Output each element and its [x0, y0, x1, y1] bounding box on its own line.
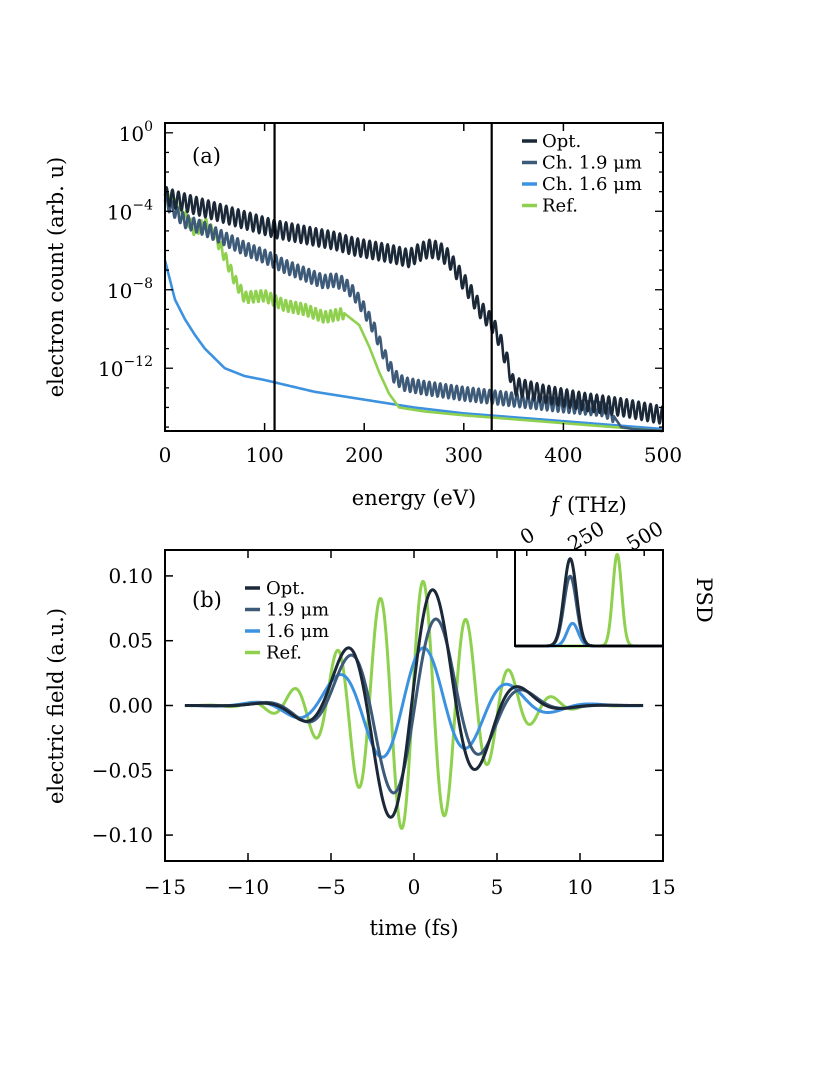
- panel-b-ytick-label-0: 0.10: [108, 564, 153, 588]
- panel-a-ytick-base-0: 10: [119, 122, 144, 146]
- inset-frame: [514, 549, 664, 647]
- panel-b-tag: (b): [192, 588, 222, 612]
- panel-a-legend-label-1: Ch. 1.9 μm: [542, 153, 642, 174]
- panel-a-xtick-label-0: 0: [159, 443, 172, 467]
- panel-b-ytick-label-2: 0.00: [108, 694, 153, 718]
- panel-a-xtick-label-1: 100: [246, 443, 284, 467]
- inset-xtick-label-0: 0: [516, 522, 539, 549]
- panel-b-legend-label-0: Opt.: [266, 578, 305, 599]
- panel-b-legend-label-3: Ref.: [266, 643, 302, 664]
- panel-a-series-1: [163, 194, 664, 433]
- panel-a-xtick-label-5: 500: [644, 443, 682, 467]
- inset-xlabel: f (THz): [549, 493, 627, 517]
- panel-a-ytick-exp-1: −4: [132, 197, 153, 213]
- panel-a-ytick-label-2: 10−8: [107, 276, 153, 303]
- inset-xlabel-unit: (THz): [567, 493, 627, 517]
- panel-a-ytick-label-0: 100: [119, 119, 153, 146]
- panel-a-series-group: [163, 185, 665, 433]
- panel-a-ytick-label-1: 10−4: [107, 197, 153, 224]
- panel-a-series-3: [163, 185, 664, 433]
- panel-b-xtick-label-4: 5: [491, 875, 504, 899]
- panel-a-xtick-label-4: 400: [544, 443, 582, 467]
- panel-a-ytick-exp-0: 0: [144, 119, 153, 135]
- panel-a-xlabel: energy (eV): [352, 486, 476, 510]
- panel-a-legend-label-2: Ch. 1.6 μm: [542, 174, 642, 195]
- panel-b-ylabel: electric field (a.u.): [44, 608, 68, 804]
- panel-a-ytick-base-1: 10: [107, 200, 132, 224]
- panel-b-xtick-label-1: −10: [227, 875, 269, 899]
- panel-b-inset: 0 250 500 f (THz) PSD: [513, 493, 716, 648]
- panel-a-ytick-exp-3: −12: [123, 354, 153, 370]
- panel-b-legend-label-2: 1.6 μm: [266, 621, 329, 642]
- panel-a-x-ticks: 0 100 200 300 400 500: [159, 123, 682, 467]
- inset-ylabel: PSD: [692, 577, 716, 622]
- panel-b-series-0: [184, 588, 644, 819]
- panel-a-tag: (a): [192, 144, 221, 168]
- panel-a-legend-label-0: Opt.: [542, 131, 581, 152]
- panel-a-ytick-base-2: 10: [107, 279, 132, 303]
- panel-b: −15 −10 −5 0 5 10 15 0.10 0.05 0.00 −0.05 −0.10 (b…: [44, 549, 676, 940]
- panel-a-frame: [164, 122, 664, 432]
- panel-a-ytick-base-3: 10: [98, 357, 123, 381]
- panel-a-series-2: [163, 260, 664, 431]
- panel-b-xtick-label-5: 10: [567, 875, 592, 899]
- panel-a-xtick-label-3: 300: [445, 443, 483, 467]
- panel-b-y-ticks: 0.10 0.05 0.00 −0.05 −0.10: [92, 564, 663, 847]
- panel-b-xtick-label-0: −15: [144, 875, 186, 899]
- panel-b-legend-label-1: 1.9 μm: [266, 600, 329, 621]
- inset-xlabel-symbol: f: [549, 493, 562, 517]
- panel-b-series-group: [184, 579, 644, 830]
- panel-b-x-ticks: −15 −10 −5 0 5 10 15: [144, 550, 676, 899]
- panel-a-xtick-label-2: 200: [345, 443, 383, 467]
- panel-b-xtick-label-2: −5: [316, 875, 345, 899]
- panel-a-ylabel: electron count (arb. u): [44, 157, 68, 398]
- panel-a-ytick-label-3: 10−12: [98, 354, 153, 381]
- panel-b-ytick-label-3: −0.05: [92, 758, 153, 782]
- panel-b-ytick-label-1: 0.05: [108, 629, 153, 653]
- inset-background: [515, 550, 663, 646]
- panel-a-ytick-exp-2: −8: [132, 276, 153, 292]
- panel-b-xtick-label-6: 15: [650, 875, 675, 899]
- panel-a-series-0: [163, 186, 665, 425]
- panel-b-ytick-label-4: −0.10: [92, 823, 153, 847]
- panel-a-legend-label-3: Ref.: [542, 196, 578, 217]
- panel-b-xtick-label-3: 0: [408, 875, 421, 899]
- panel-b-xlabel: time (fs): [369, 916, 458, 940]
- panel-a-vertical-markers: [273, 123, 493, 431]
